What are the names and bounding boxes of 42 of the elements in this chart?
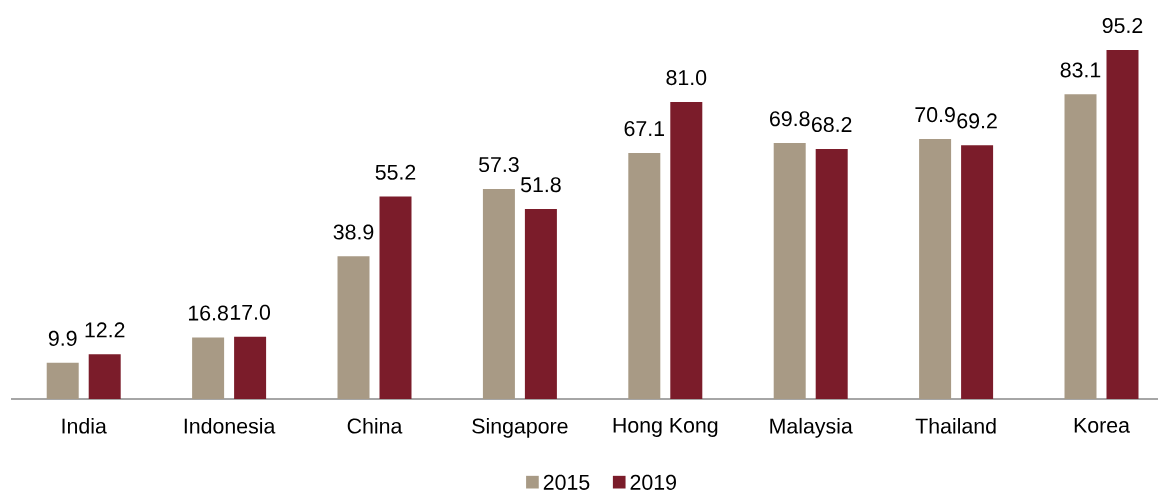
bar [1106, 49, 1139, 399]
data-label: 51.8 [521, 177, 561, 193]
bar [773, 143, 806, 399]
bar [337, 256, 370, 399]
data-label: 38.9 [333, 224, 374, 240]
legend-label: 2019 [630, 474, 676, 490]
data-label: 69.2 [957, 113, 997, 129]
data-label: 81.0 [666, 70, 707, 86]
x-tick-label: Singapore [472, 417, 568, 438]
data-label: 9.9 [48, 330, 77, 346]
bar [919, 139, 952, 399]
data-label: 17.0 [230, 304, 271, 320]
x-tick-label: Hong Kong [613, 417, 718, 438]
data-label: 70.9 [915, 107, 955, 123]
bar [670, 101, 703, 399]
data-label: 83.1 [1060, 62, 1101, 78]
data-label: 55.2 [375, 164, 416, 180]
bar [482, 188, 515, 399]
x-tick-label: Korea [1074, 417, 1130, 433]
data-label: 12.2 [85, 322, 125, 338]
data-label: 68.2 [812, 117, 852, 133]
data-label: 16.8 [188, 305, 228, 321]
data-label: 67.1 [624, 121, 665, 137]
bar [628, 152, 661, 399]
data-label: 69.8 [770, 111, 810, 127]
data-label: 57.3 [479, 156, 519, 173]
bar [234, 336, 267, 399]
bar [961, 145, 994, 399]
bar [1064, 94, 1097, 399]
data-label: 95.2 [1102, 18, 1143, 34]
bar [46, 362, 79, 399]
bar [379, 196, 412, 399]
bar [815, 148, 848, 399]
x-tick-label: China [347, 417, 403, 434]
x-tick-label: India [62, 417, 107, 434]
x-tick-label: Malaysia [770, 417, 853, 438]
bar [192, 337, 225, 399]
x-tick-label: Thailand [915, 417, 996, 434]
bar [524, 209, 557, 399]
bar [88, 354, 121, 399]
legend-label: 2015 [543, 474, 590, 490]
x-tick-label: Indonesia [184, 417, 276, 434]
